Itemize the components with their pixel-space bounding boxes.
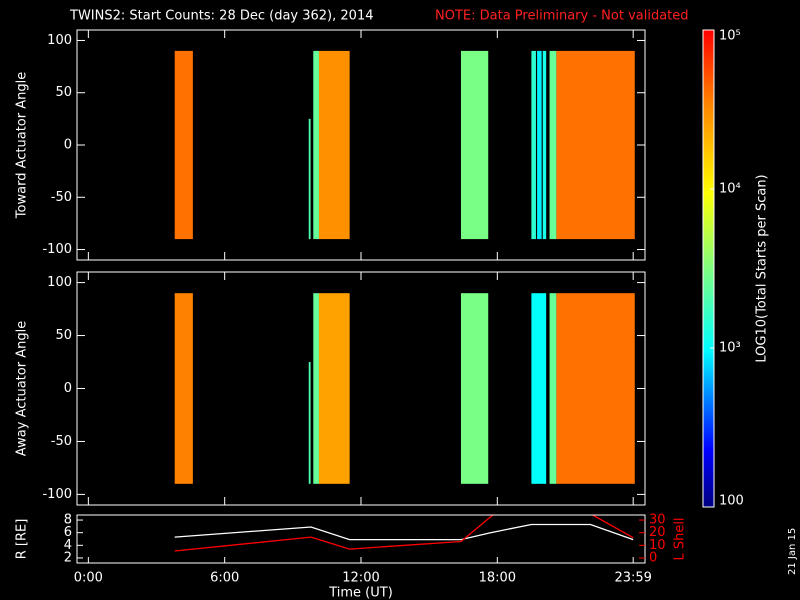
spectrogram-block [313,293,319,484]
y-axis-label: Away Actuator Angle [15,321,30,456]
y-tick-label: 0 [64,381,72,396]
spectrogram-block [318,293,350,484]
y-tick-label: -100 [42,242,72,257]
y-tick-label: 6 [64,525,72,540]
spectrogram-block [308,362,311,484]
spectrogram-block [174,50,193,240]
x-tick-label: 6:00 [210,571,239,586]
spectrogram-block [313,50,319,240]
y-tick-label: -50 [51,190,72,205]
spectrogram-block [318,50,350,240]
line-clip [174,515,634,552]
spectrogram-block [537,50,542,240]
y-tick-label: 0 [64,138,72,153]
y-tick-label: 100 [47,275,72,290]
y2-tick-label: 30 [649,513,666,528]
colorbar-label: LOG10(Total Starts per Scan) [755,174,770,362]
line-series [174,523,634,541]
y-tick-label: 8 [64,513,72,528]
y-tick-label: 4 [64,538,72,553]
spectrogram-block [542,50,547,240]
x-tick-label: 23:59 [614,571,651,586]
colorbar [702,29,715,508]
line-series [174,515,634,552]
spectrogram-block [460,293,489,484]
x-tick-label: 12:00 [342,571,379,586]
spectrogram-block [549,50,557,240]
y2-tick-label: 20 [649,525,666,540]
y-tick-label: 2 [64,550,72,565]
colorbar-tick-label: 100 [719,494,744,509]
spectrogram-block [174,293,193,484]
x-axis-label: Time (UT) [328,586,393,600]
y-tick-label: -50 [51,434,72,449]
spectrogram-block [549,293,557,484]
date-stamp: 21 Jan 15 [787,528,798,575]
y-tick-label: 100 [47,33,72,48]
y-axis-label: R [RE] [15,519,30,560]
y2-axis-label: L Shell [673,517,688,560]
y2-tick-label: 0 [649,550,657,565]
spectrogram-block [531,293,547,484]
y-tick-label: 50 [55,328,72,343]
title: TWINS2: Start Counts: 28 Dec (day 362), … [69,9,373,24]
x-tick-label: 18:00 [479,571,516,586]
y-tick-label: -100 [42,487,72,502]
colorbar-tick-label: 10⁴ [719,182,741,197]
spectrogram-block [556,50,635,240]
colorbar-tick-label: 10⁵ [719,29,741,44]
spectrogram-block [308,118,311,240]
spectrogram-block [531,50,536,240]
y2-tick-label: 10 [649,538,666,553]
note: NOTE: Data Preliminary - Not validated [435,9,689,24]
y-axis-label: Toward Actuator Angle [15,72,30,219]
y-tick-label: 50 [55,85,72,100]
spectrogram-block [460,50,489,240]
x-tick-label: 0:00 [74,571,103,586]
spectrogram-block [556,293,635,484]
colorbar-tick-label: 10³ [719,341,741,356]
